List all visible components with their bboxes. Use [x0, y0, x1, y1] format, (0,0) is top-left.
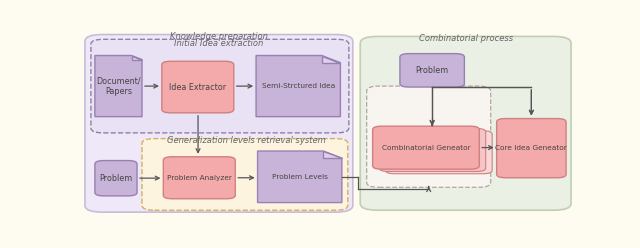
Text: Combinatorial Geneator: Combinatorial Geneator — [382, 145, 470, 151]
FancyBboxPatch shape — [360, 36, 571, 210]
Text: Document/
Papers: Document/ Papers — [97, 76, 141, 96]
Polygon shape — [95, 56, 142, 117]
Text: Knowledge preparation: Knowledge preparation — [170, 32, 268, 41]
FancyBboxPatch shape — [367, 86, 491, 187]
Text: Problem Levels: Problem Levels — [272, 174, 328, 180]
FancyBboxPatch shape — [385, 131, 492, 174]
Text: Problem Analyzer: Problem Analyzer — [167, 175, 232, 181]
Text: Idea Extractor: Idea Extractor — [170, 83, 227, 92]
Text: Core Idea Geneator: Core Idea Geneator — [495, 145, 567, 151]
Text: Generalization levels retrieval system: Generalization levels retrieval system — [167, 136, 326, 145]
FancyBboxPatch shape — [85, 34, 353, 212]
FancyBboxPatch shape — [95, 160, 137, 196]
Polygon shape — [257, 151, 342, 203]
Text: Semi-Strctured Idea: Semi-Strctured Idea — [262, 83, 335, 89]
FancyBboxPatch shape — [142, 139, 348, 210]
FancyBboxPatch shape — [400, 54, 465, 87]
Polygon shape — [323, 151, 342, 158]
Text: Problem: Problem — [100, 174, 133, 183]
Text: Initial Idea extraction: Initial Idea extraction — [174, 39, 264, 48]
Text: Combinatorial process: Combinatorial process — [419, 34, 513, 43]
FancyBboxPatch shape — [91, 39, 349, 133]
FancyBboxPatch shape — [372, 126, 479, 169]
Polygon shape — [132, 56, 142, 60]
FancyBboxPatch shape — [379, 128, 486, 171]
FancyBboxPatch shape — [162, 61, 234, 113]
FancyBboxPatch shape — [163, 157, 236, 199]
Polygon shape — [322, 56, 340, 63]
Text: Problem: Problem — [415, 66, 449, 75]
FancyBboxPatch shape — [497, 119, 566, 178]
Polygon shape — [256, 56, 340, 117]
